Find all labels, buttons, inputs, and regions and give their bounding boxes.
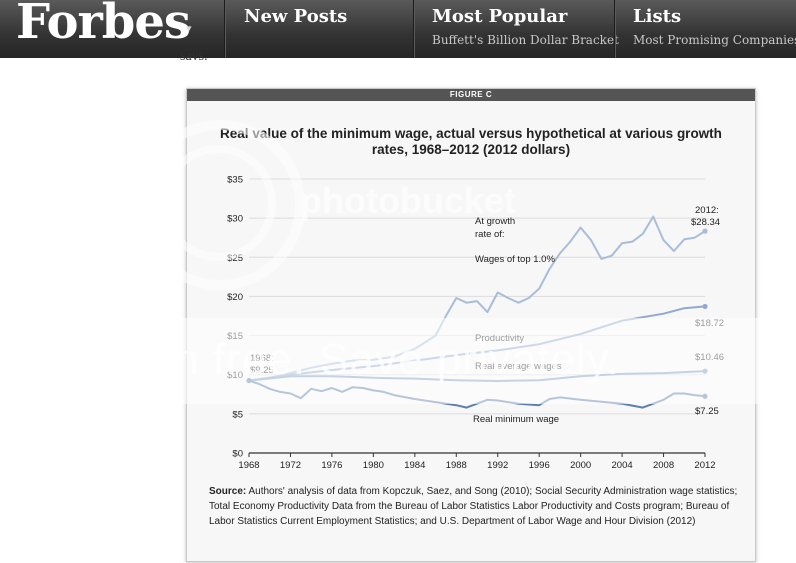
watermark-band-text: Join free. Save privately. (115, 335, 620, 384)
y-tick-label: $20 (227, 292, 243, 303)
x-tick-label: 1992 (487, 460, 508, 471)
y-tick-label: $0 (232, 449, 243, 460)
watermark-brand: photobucket (300, 180, 516, 221)
x-tick-label: 1980 (363, 460, 384, 471)
nav-divider (224, 0, 226, 58)
x-tick-label: 2012 (694, 460, 715, 471)
chevron-down-icon[interactable]: ▾ (186, 23, 192, 35)
nav-most-popular-label: Most Popular (432, 6, 568, 27)
nav-new-posts-label: New Posts (244, 6, 348, 27)
series-end-point (702, 228, 708, 234)
source-label: Source: (209, 486, 247, 497)
x-tick-label: 2008 (653, 460, 674, 471)
nav-new-posts[interactable]: New Posts (244, 0, 347, 58)
nav-most-popular-subtitle[interactable]: Buffett's Billion Dollar Bracket (432, 33, 619, 47)
series-label: Wages of top 1.0% (475, 254, 555, 265)
chart-annotation: 2012: (695, 205, 719, 216)
watermark-band (0, 318, 796, 404)
nav-divider (413, 0, 415, 58)
x-tick-label: 2004 (612, 460, 633, 471)
watermark-ring-inner (160, 145, 276, 261)
x-tick-label: 1976 (321, 460, 342, 471)
nav-lists[interactable]: Lists Most Promising Companies (633, 0, 796, 58)
nav-lists-subtitle[interactable]: Most Promising Companies (633, 33, 796, 47)
chart-annotation: $7.25 (695, 406, 719, 417)
nav-lists-label: Lists (633, 6, 682, 27)
series-label: Real minimum wage (473, 414, 559, 425)
figure-label: FIGURE C (187, 89, 755, 101)
chart-annotation: $28.34 (691, 217, 720, 228)
x-tick-label: 1996 (529, 460, 550, 471)
forbes-logo[interactable]: Forbes (16, 0, 191, 50)
x-tick-label: 1988 (446, 460, 467, 471)
chart-annotation: At growth (475, 216, 515, 227)
source-text: Authors' analysis of data from Kopczuk, … (209, 486, 738, 527)
article-text-fragment: says. (180, 50, 208, 60)
chart-annotation: rate of: (475, 229, 505, 240)
site-header: Forbes ▾ New Posts Most Popular Buffett'… (0, 0, 796, 58)
x-tick-label: 1968 (238, 460, 259, 471)
series-end-point (702, 303, 708, 310)
figure-source: Source: Authors' analysis of data from K… (209, 484, 739, 529)
x-tick-label: 1972 (280, 460, 301, 471)
y-tick-label: $5 (232, 409, 243, 420)
watermark-ring (135, 120, 305, 290)
nav-divider (614, 0, 616, 58)
nav-most-popular[interactable]: Most Popular Buffett's Billion Dollar Br… (432, 0, 619, 58)
x-tick-label: 2000 (570, 460, 591, 471)
chart-title: Real value of the minimum wage, actual v… (220, 126, 722, 157)
x-tick-label: 1984 (404, 460, 425, 471)
